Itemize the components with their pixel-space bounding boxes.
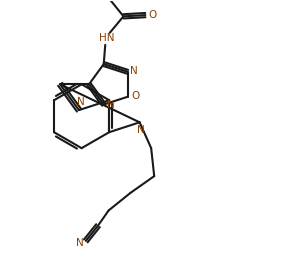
Text: HN: HN [99,33,115,43]
Text: N: N [77,97,84,107]
Text: N: N [76,238,83,248]
Text: O: O [131,91,139,101]
Text: N: N [107,100,114,110]
Text: N: N [130,66,138,76]
Text: O: O [148,10,156,20]
Text: N: N [137,125,145,135]
